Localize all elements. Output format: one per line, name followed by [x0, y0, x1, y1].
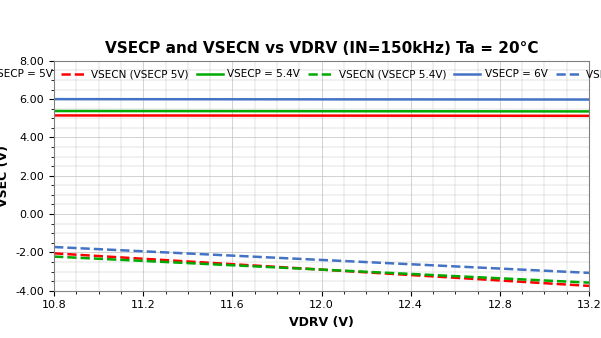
Y-axis label: VSEC (V): VSEC (V): [0, 145, 10, 207]
Legend: VSECP = 5V, VSECN (VSECP 5V), VSECP = 5.4V, VSECN (VSECP 5.4V), VSECP = 6V, VSEC: VSECP = 5V, VSECN (VSECP 5V), VSECP = 5.…: [0, 66, 601, 82]
X-axis label: VDRV (V): VDRV (V): [289, 316, 354, 329]
Title: VSECP and VSECN vs VDRV (IN=150kHz) Ta = 20°C: VSECP and VSECN vs VDRV (IN=150kHz) Ta =…: [105, 41, 538, 55]
